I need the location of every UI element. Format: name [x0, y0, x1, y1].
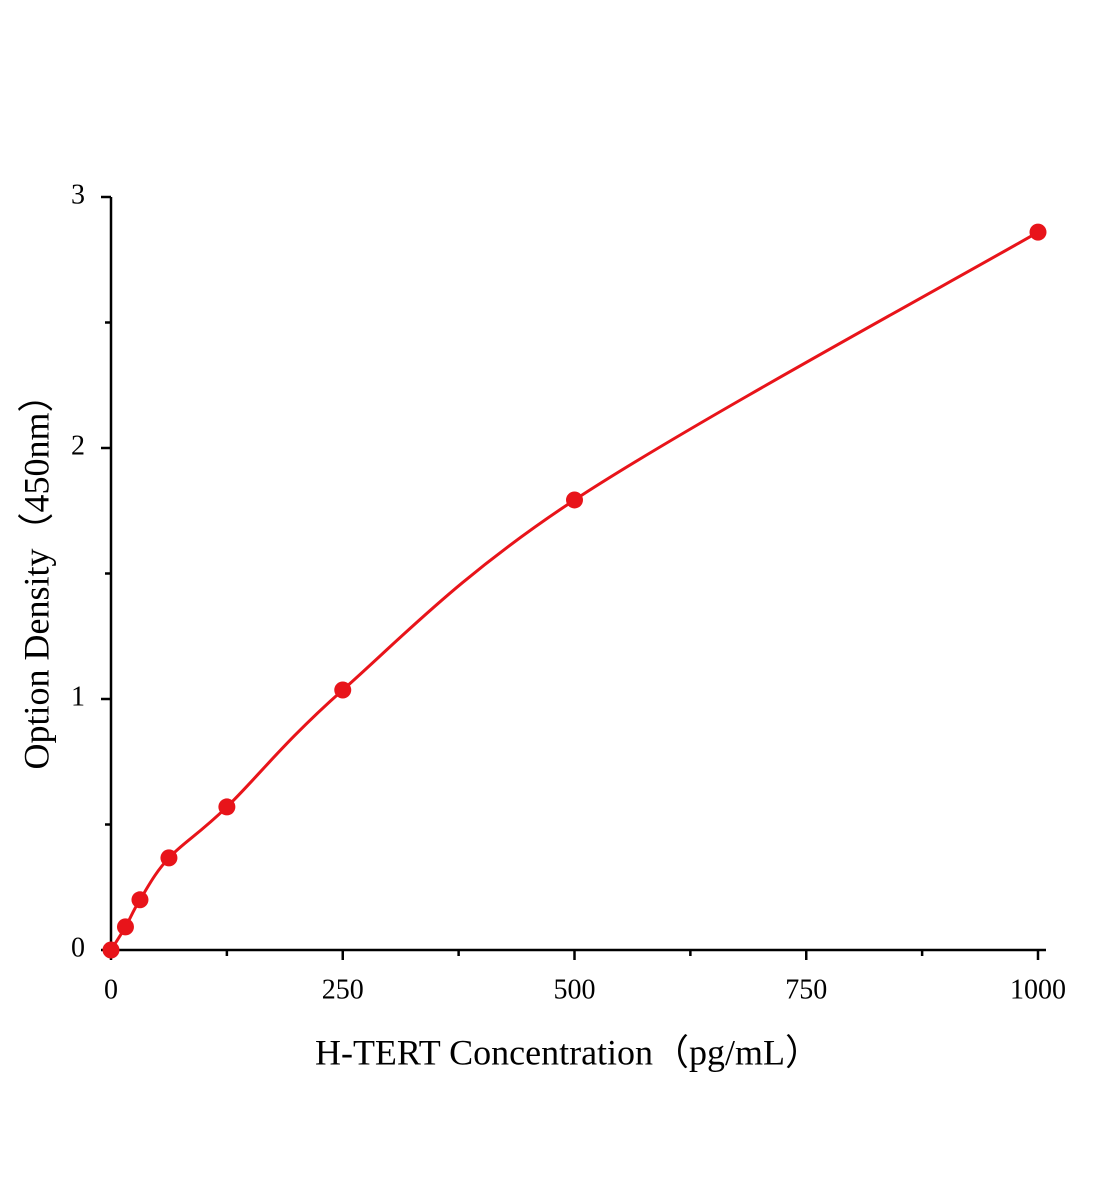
- x-tick-label: 0: [104, 974, 118, 1005]
- data-point: [566, 491, 583, 509]
- y-axis-label: Option Density（450nm）: [16, 377, 56, 770]
- data-point: [1029, 223, 1047, 241]
- x-axis-label: H-TERT Concentration（pg/mL）: [315, 1032, 821, 1072]
- fit-line: [109, 230, 1039, 951]
- data-point: [131, 891, 149, 909]
- x-tick-label: 1000: [1010, 974, 1066, 1005]
- x-tick-label: 500: [554, 974, 596, 1005]
- x-tick-label: 750: [785, 974, 827, 1005]
- x-tick-label: 250: [322, 974, 364, 1005]
- y-tick-label: 0: [71, 932, 85, 963]
- data-point: [334, 681, 352, 699]
- data-point: [160, 849, 178, 867]
- y-tick-label: 3: [71, 179, 85, 210]
- data-point: [116, 918, 134, 936]
- data-point: [218, 798, 236, 816]
- data-point: [102, 941, 120, 959]
- y-tick-label: 1: [71, 681, 85, 712]
- y-tick-label: 2: [71, 430, 85, 461]
